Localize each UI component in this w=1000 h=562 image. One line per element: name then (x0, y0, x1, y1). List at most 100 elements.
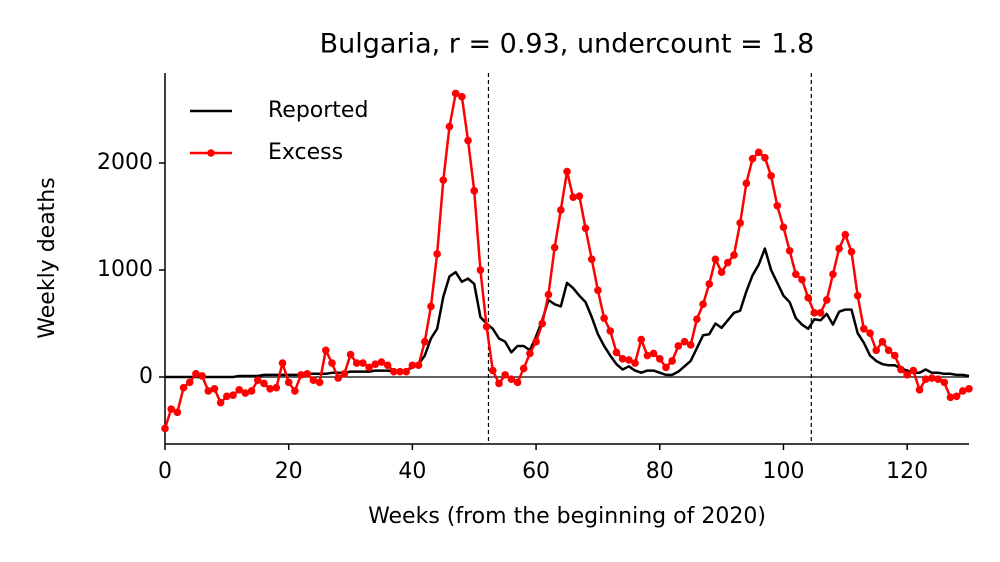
series-marker (470, 187, 479, 195)
series-marker (550, 243, 559, 252)
series-marker (377, 358, 386, 366)
series-marker (884, 346, 893, 355)
y-tick-label: 2000 (97, 150, 153, 175)
series-marker (779, 223, 788, 231)
x-tick-label: 120 (886, 459, 928, 484)
series-marker (860, 325, 868, 333)
x-tick-label: 60 (522, 459, 550, 484)
x-tick-label: 40 (398, 459, 426, 484)
series-marker (736, 219, 744, 227)
series-marker (247, 387, 256, 395)
series-marker (915, 386, 924, 394)
series-marker (680, 337, 689, 346)
series-marker (649, 349, 658, 358)
series-marker (458, 92, 466, 101)
chart-title: Bulgaria, r = 0.93, undercount = 1.8 (320, 29, 815, 60)
series-marker (340, 370, 349, 378)
series-marker (587, 255, 596, 264)
series-marker (921, 375, 930, 383)
series-marker (198, 372, 206, 380)
series-marker (445, 122, 454, 131)
series-marker (315, 378, 324, 387)
x-tick-label: 20 (275, 459, 303, 484)
series-marker (476, 266, 485, 274)
series-marker (439, 176, 448, 184)
series-marker (569, 193, 577, 202)
series-marker (223, 392, 231, 401)
series-marker (427, 302, 435, 311)
series-marker (878, 337, 887, 346)
series-marker (705, 280, 714, 288)
series-marker (711, 255, 720, 264)
series-marker (730, 251, 738, 259)
series-marker (167, 405, 175, 413)
series-marker (408, 361, 417, 370)
series-marker (359, 359, 367, 367)
series-marker (278, 359, 287, 367)
x-tick-label: 100 (762, 459, 804, 484)
legend-marker (207, 149, 215, 157)
series-marker (965, 384, 973, 393)
series-marker (835, 244, 843, 253)
series-marker (179, 383, 188, 392)
series-marker (717, 268, 726, 276)
series-marker (346, 350, 355, 359)
series-marker (581, 224, 590, 233)
series-marker (841, 230, 850, 239)
series-marker (266, 384, 274, 393)
legend-label: Excess (268, 140, 343, 165)
series-marker (291, 387, 299, 395)
series-marker (204, 387, 213, 395)
series-marker (513, 378, 522, 387)
series-marker (352, 359, 361, 367)
series-marker (643, 351, 652, 360)
series-marker (767, 172, 775, 180)
series-marker (952, 392, 961, 401)
y-tick-label: 1000 (97, 257, 153, 282)
series-line (165, 247, 970, 379)
series-marker (390, 367, 398, 376)
series-marker (662, 363, 670, 372)
series-marker (284, 378, 293, 387)
series-marker (420, 337, 429, 346)
series-marker (507, 375, 516, 383)
series-marker (637, 335, 646, 344)
series-marker (903, 371, 911, 379)
series-marker (693, 315, 701, 324)
series-marker (328, 359, 336, 367)
series-marker (173, 408, 182, 417)
series-marker (668, 357, 676, 365)
series-marker (853, 291, 862, 300)
series-marker (396, 367, 404, 376)
series-marker (161, 424, 169, 433)
series-marker (594, 286, 602, 295)
series-marker (192, 370, 200, 378)
series-marker (785, 246, 794, 255)
series-marker (383, 361, 392, 370)
series-marker (798, 275, 806, 284)
series-marker (216, 398, 225, 407)
legend-label: Reported (268, 98, 368, 123)
series-marker (909, 366, 918, 375)
series-marker (946, 393, 955, 402)
series-marker (210, 384, 219, 393)
series-marker (303, 370, 312, 378)
series-marker (742, 179, 751, 188)
series-marker (686, 341, 695, 349)
series-marker (433, 250, 441, 258)
series-marker (822, 296, 831, 304)
series-marker (309, 376, 318, 385)
series-marker (748, 154, 757, 163)
series-marker (600, 314, 608, 322)
series-marker (631, 359, 639, 367)
y-axis-label: Weekly deaths (35, 177, 60, 338)
series-marker (699, 300, 707, 309)
x-axis-label: Weeks (from the beginning of 2020) (368, 504, 766, 529)
series-marker (847, 248, 856, 256)
series-marker (724, 258, 732, 267)
series-marker (754, 148, 763, 157)
series-marker (612, 348, 621, 357)
x-tick-label: 0 (158, 459, 172, 484)
series-marker (241, 389, 250, 397)
series-marker (482, 322, 491, 331)
